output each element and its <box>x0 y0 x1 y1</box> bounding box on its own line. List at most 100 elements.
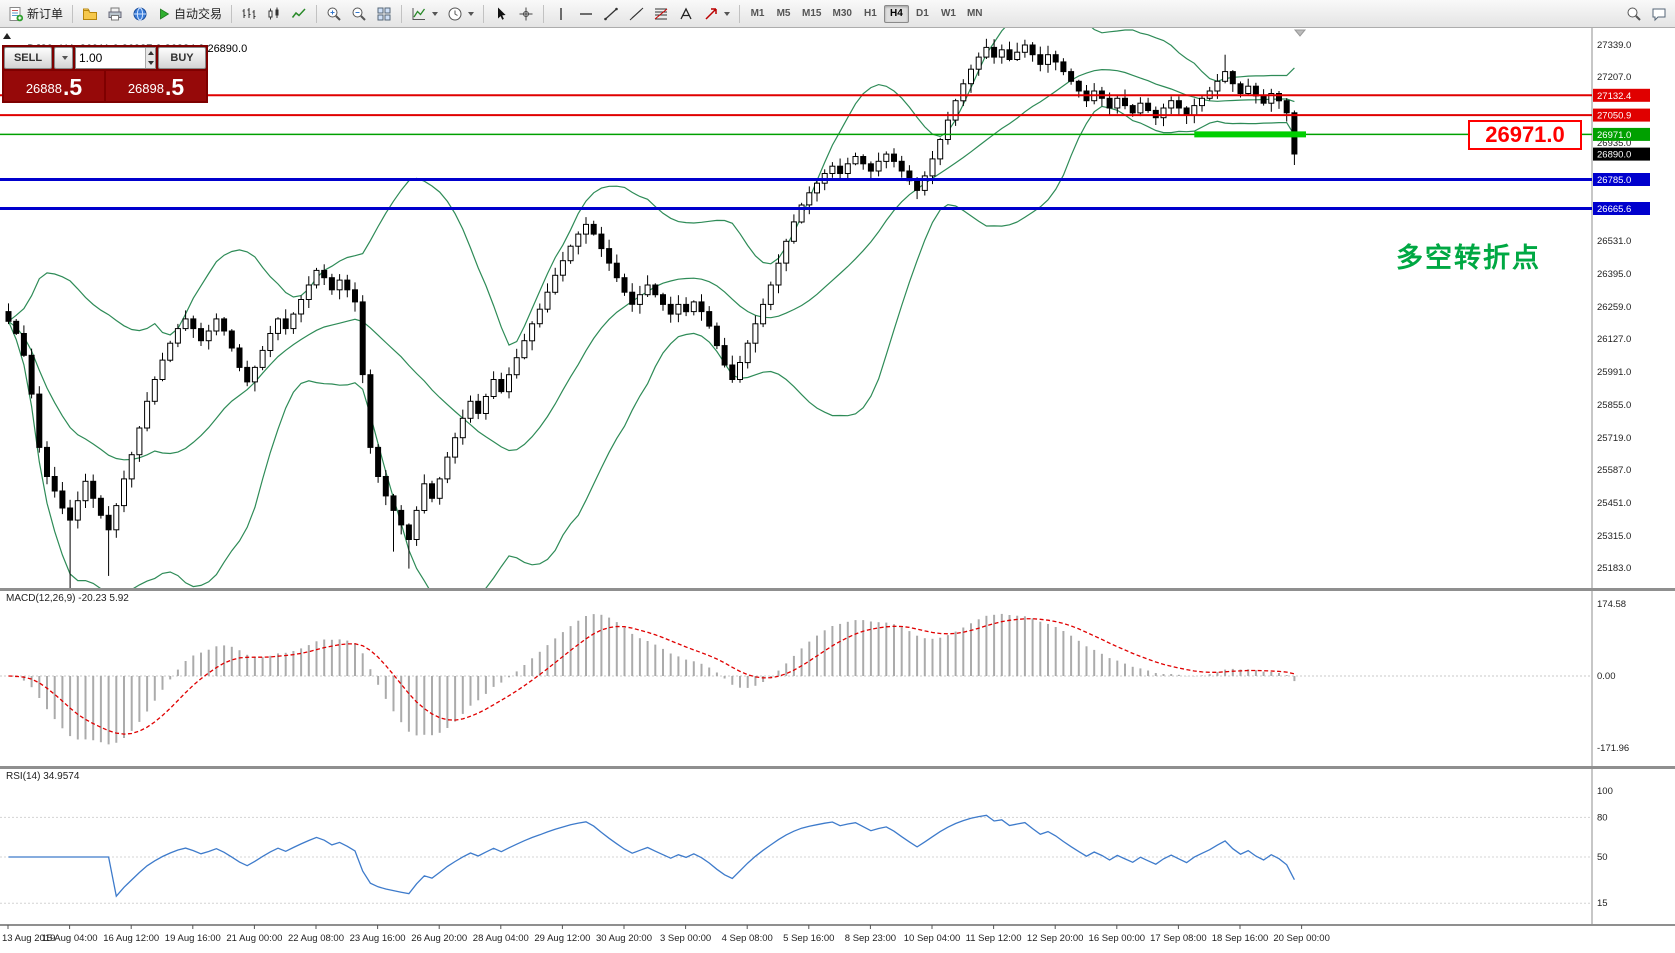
cursor-button[interactable] <box>489 3 513 25</box>
timeframe-h1[interactable]: H1 <box>858 5 883 23</box>
toolbar-separator <box>316 4 318 23</box>
volume-stepper <box>75 47 156 69</box>
zoom-out-button[interactable] <box>347 3 371 25</box>
timeframe-w1[interactable]: W1 <box>936 5 961 23</box>
rsi-tick-label: 50 <box>1597 852 1608 863</box>
price-badge-label: 27050.9 <box>1597 111 1631 122</box>
periods-button[interactable] <box>443 3 478 25</box>
toolbar-separator <box>543 4 545 23</box>
volume-down-button[interactable] <box>146 58 155 68</box>
pane-separator[interactable] <box>0 588 1675 591</box>
horizontal-line-button[interactable] <box>574 3 598 25</box>
crosshair-icon <box>519 7 533 20</box>
arrows-tool-button[interactable] <box>699 3 734 25</box>
chat-icon <box>1652 8 1666 21</box>
chart-shift-marker[interactable] <box>1293 29 1307 37</box>
bar-chart-button[interactable] <box>237 3 261 25</box>
volume-input[interactable] <box>76 48 146 68</box>
volume-up-button[interactable] <box>146 48 155 58</box>
channel-button[interactable] <box>624 3 648 25</box>
price-tick-label: 26531.0 <box>1597 236 1631 247</box>
chevron-down-icon <box>432 11 439 16</box>
community-button[interactable] <box>1647 3 1671 25</box>
macd-tick-label: 0.00 <box>1597 671 1616 682</box>
folder-icon <box>83 8 98 20</box>
main-price-pane[interactable] <box>0 0 1592 609</box>
line-chart-button[interactable] <box>287 3 311 25</box>
buy-price[interactable]: 26898.5 <box>106 71 206 101</box>
indicators-button[interactable] <box>407 3 442 25</box>
order-type-dropdown[interactable] <box>54 47 73 69</box>
time-tick-label: 28 Aug 04:00 <box>473 933 529 944</box>
price-badge <box>1593 202 1650 215</box>
text-icon <box>680 7 692 19</box>
new-order-button[interactable]: 新订单 <box>4 3 67 25</box>
toolbar: 新订单 自动交易 <box>0 0 1675 28</box>
price-badge <box>1593 127 1650 141</box>
price-tick-label: 25991.0 <box>1597 367 1631 378</box>
timeframe-mn[interactable]: MN <box>962 5 988 23</box>
trendline-button[interactable] <box>599 3 623 25</box>
horizontal-line-icon <box>580 12 593 15</box>
timeframe-m5[interactable]: M5 <box>771 5 796 23</box>
price-tick-label: 26935.0 <box>1597 138 1631 149</box>
time-tick-label: 11 Sep 12:00 <box>966 933 1022 944</box>
panel-collapse-icon[interactable] <box>3 33 11 39</box>
new-order-icon <box>9 6 24 21</box>
time-tick-label: 20 Sep 00:00 <box>1273 933 1330 944</box>
price-tick-label: 25451.0 <box>1597 498 1631 509</box>
price-tick-label: 25183.0 <box>1597 563 1631 574</box>
time-tick-label: 13 Aug 2019 <box>2 933 55 944</box>
price-tick-label: 26127.0 <box>1597 334 1631 345</box>
price-tick-label: 25719.0 <box>1597 433 1631 444</box>
time-tick-label: 17 Sep 08:00 <box>1150 933 1207 944</box>
sell-button[interactable]: SELL <box>4 47 52 69</box>
pane-separator[interactable] <box>0 766 1675 769</box>
time-tick-label: 5 Sep 16:00 <box>783 933 834 944</box>
indicators-icon <box>412 7 426 20</box>
trendline-icon <box>604 7 618 20</box>
macd-signal-line <box>8 618 1295 735</box>
rsi-pane[interactable] <box>0 814 1592 904</box>
timeframe-m15[interactable]: M15 <box>797 5 826 23</box>
price-axis[interactable]: 27339.0 27207.0 26935.0 26531.0 26395.0 26259… <box>1593 40 1650 909</box>
arrow-icon <box>705 7 717 20</box>
timeframe-m1[interactable]: M1 <box>745 5 770 23</box>
fibonacci-icon <box>654 8 668 19</box>
ohlc-bars-icon <box>242 7 256 19</box>
candlestick-chart-button[interactable] <box>262 3 286 25</box>
text-tool-button[interactable] <box>674 3 698 25</box>
rsi-tick-label: 15 <box>1597 898 1608 909</box>
vertical-line-button[interactable] <box>549 3 573 25</box>
crosshair-button[interactable] <box>514 3 538 25</box>
clock-icon <box>448 7 462 20</box>
timeframe-h4[interactable]: H4 <box>883 4 909 23</box>
new-order-label: 新订单 <box>27 7 64 21</box>
timeframe-m30[interactable]: M30 <box>827 5 856 23</box>
price-badge-label: 26890.0 <box>1597 150 1631 161</box>
price-tick-label: 27207.0 <box>1597 72 1631 83</box>
time-tick-label: 23 Aug 16:00 <box>350 933 406 944</box>
profiles-button[interactable] <box>78 3 102 25</box>
bollinger-lower-band <box>7 105 1295 588</box>
help-button[interactable] <box>128 3 152 25</box>
tile-windows-button[interactable] <box>372 3 396 25</box>
time-tick-label: 10 Sep 04:00 <box>904 933 961 944</box>
price-tick-label: 25587.0 <box>1597 465 1631 476</box>
time-tick-label: 16 Sep 00:00 <box>1089 933 1146 944</box>
time-tick-label: 26 Aug 20:00 <box>411 933 467 944</box>
zoom-in-button[interactable] <box>322 3 346 25</box>
buy-button[interactable]: BUY <box>158 47 206 69</box>
timeframe-d1[interactable]: D1 <box>910 5 935 23</box>
print-button[interactable] <box>103 3 127 25</box>
price-badge-label: 27132.4 <box>1597 91 1631 102</box>
search-button[interactable] <box>1622 3 1646 25</box>
sell-price[interactable]: 26888.5 <box>4 71 104 101</box>
macd-pane[interactable] <box>0 613 1592 745</box>
chevron-down-icon <box>724 11 731 16</box>
fibonacci-button[interactable] <box>649 3 673 25</box>
autotrading-button[interactable]: 自动交易 <box>153 3 226 25</box>
candlestick-icon <box>268 7 279 19</box>
